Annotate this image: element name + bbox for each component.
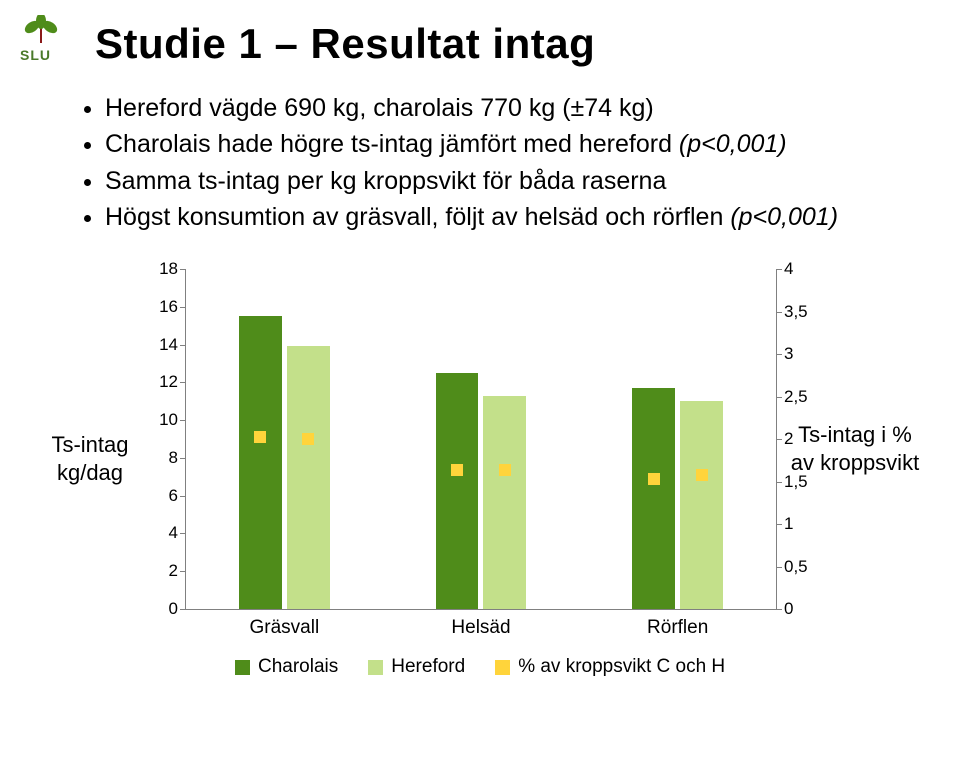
category-group: Gräsvall [186, 269, 383, 609]
category-label: Rörflen [579, 609, 776, 639]
tickmark [776, 397, 782, 398]
legend-item: Hereford [368, 656, 465, 678]
tickmark [776, 567, 782, 568]
logo-text: SLU [20, 47, 72, 63]
bar-hereford [287, 346, 330, 609]
marker-pct [254, 431, 266, 443]
legend-swatch [368, 660, 383, 675]
slu-logo: SLU [20, 15, 72, 63]
bullet-item: Samma ts-intag per kg kroppsvikt för båd… [105, 163, 919, 199]
legend-swatch [495, 660, 510, 675]
category-label: Gräsvall [186, 609, 383, 639]
tickmark [776, 269, 782, 270]
y-right-label: Ts-intag i % av kroppsvikt [790, 421, 920, 476]
tickmark [776, 354, 782, 355]
bullet-pvalue: (p<0,001) [679, 130, 787, 158]
bullet-pvalue: (p<0,001) [730, 203, 838, 231]
bullet-item: Charolais hade högre ts-intag jämfört me… [105, 126, 919, 162]
marker-pct [451, 464, 463, 476]
bullet-item: Hereford vägde 690 kg, charolais 770 kg … [105, 90, 919, 126]
legend-label: Charolais [258, 656, 338, 678]
tickmark [776, 609, 782, 610]
marker-pct [696, 469, 708, 481]
page-root: SLU Studie 1 – Resultat intag Hereford v… [0, 0, 959, 774]
legend-item: Charolais [235, 656, 338, 678]
legend-swatch [235, 660, 250, 675]
plot-area: 02468101214161800,511,522,533,54Gräsvall… [185, 269, 777, 610]
legend: Charolais Hereford % av kroppsvikt C och H [235, 656, 825, 678]
bar-charolais [239, 316, 282, 609]
legend-item: % av kroppsvikt C och H [495, 656, 725, 678]
tickmark [776, 524, 782, 525]
y-left-label: Ts-intag kg/dag [40, 431, 140, 486]
legend-label: Hereford [391, 656, 465, 678]
marker-pct [302, 433, 314, 445]
leaf-icon [20, 15, 62, 45]
bullet-item: Högst konsumtion av gräsvall, följt av h… [105, 199, 919, 235]
bar-charolais [436, 373, 479, 609]
tickmark [776, 482, 782, 483]
category-group: Rörflen [579, 269, 776, 609]
marker-pct [499, 464, 511, 476]
marker-pct [648, 473, 660, 485]
category-group: Helsäd [383, 269, 580, 609]
page-title: Studie 1 – Resultat intag [95, 20, 919, 68]
bullet-text: Charolais hade högre ts-intag jämfört me… [105, 130, 679, 158]
category-label: Helsäd [383, 609, 580, 639]
tickmark [776, 312, 782, 313]
tickmark [776, 439, 782, 440]
bar-hereford [680, 401, 723, 609]
chart: Ts-intag kg/dag Ts-intag i % av kroppsvi… [40, 261, 920, 701]
bar-charolais [632, 388, 675, 609]
bullet-list: Hereford vägde 690 kg, charolais 770 kg … [85, 90, 919, 235]
bar-hereford [483, 396, 526, 609]
legend-label: % av kroppsvikt C och H [518, 656, 725, 678]
bullet-text: Högst konsumtion av gräsvall, följt av h… [105, 203, 730, 231]
